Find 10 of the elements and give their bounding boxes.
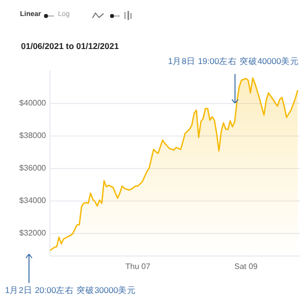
y-tick-label: $32000 bbox=[19, 228, 47, 238]
y-tick-label: $36000 bbox=[19, 164, 47, 173]
x-tick-label: Sat 09 bbox=[234, 262, 258, 272]
text: 1月2日 20:00左右 突破30000美元 bbox=[5, 285, 136, 297]
x-tick-label: Thu 07 bbox=[125, 262, 151, 272]
y-tick-label: $38000 bbox=[19, 131, 47, 140]
y-tick-label: $34000 bbox=[19, 196, 47, 206]
annotation: 1月8日 19:00左右 突破40000美元 bbox=[168, 56, 300, 68]
chart-subtitle: 01/06/2021 to 01/12/2021 bbox=[21, 41, 119, 51]
y-tick-label: $40000 bbox=[19, 98, 47, 108]
